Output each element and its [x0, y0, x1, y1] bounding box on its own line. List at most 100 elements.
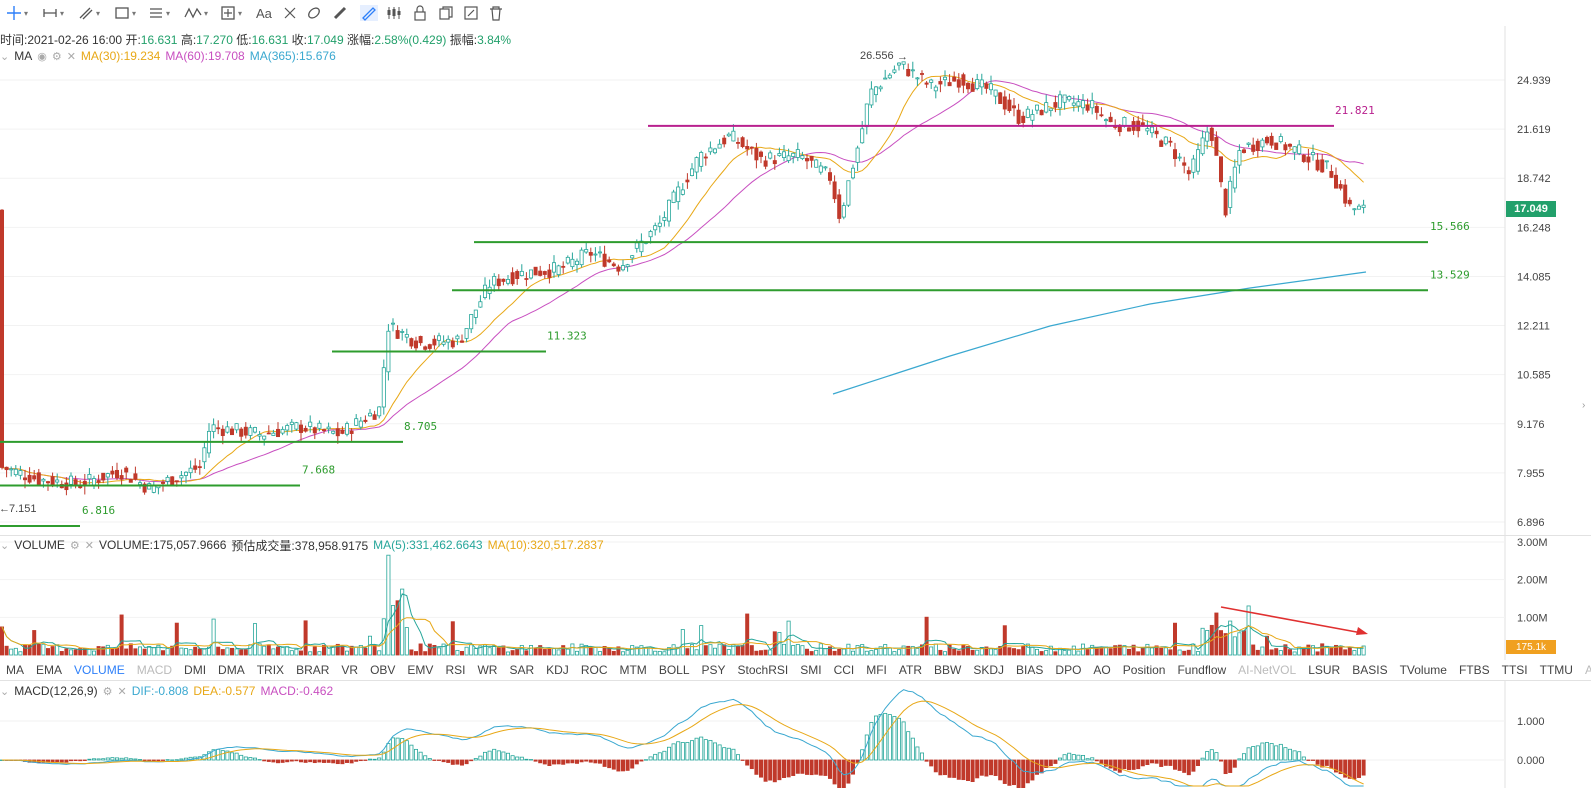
- candle-body: [1062, 94, 1067, 103]
- indicator-tab-vr[interactable]: VR: [341, 663, 359, 677]
- expand-right-icon[interactable]: ›: [1582, 400, 1586, 411]
- candle-body: [841, 205, 846, 218]
- indicator-tab-mtm[interactable]: MTM: [619, 663, 647, 677]
- collapse-chevron-icon[interactable]: ⌄: [0, 539, 10, 552]
- volume-bar: [552, 648, 557, 656]
- candle-body: [275, 428, 280, 438]
- macd-bar: [892, 716, 897, 761]
- horizontal-levels[interactable]: 21.821 15.566 13.529 11.323 8.705 7.668 6.816: [0, 104, 1470, 528]
- macd-bar: [492, 748, 497, 761]
- trend-line-tool[interactable]: ▾: [78, 3, 100, 23]
- chevron-down-icon: ▾: [24, 8, 29, 18]
- indicator-tab-ai-bsi[interactable]: AI-BSI: [1584, 663, 1591, 677]
- indicator-tab-cci[interactable]: CCI: [833, 663, 855, 677]
- indicator-tab-ema[interactable]: EMA: [36, 663, 63, 677]
- settings-icon[interactable]: ⚙: [69, 539, 80, 552]
- macd-bar: [1324, 759, 1329, 766]
- candle-body: [1274, 142, 1279, 150]
- indicator-tab-atr[interactable]: ATR: [898, 663, 923, 677]
- main-price-chart[interactable]: 21.82115.56613.52911.3238.7057.6686.816 …: [0, 26, 1591, 535]
- macd-bar: [115, 757, 120, 761]
- close-icon[interactable]: ✕: [84, 539, 94, 552]
- indicator-tab-ttmu[interactable]: TTMU: [1539, 663, 1573, 677]
- volume-legend-name: VOLUME: [14, 538, 65, 552]
- lock-tool[interactable]: [413, 3, 427, 23]
- indicator-tab-tvolume[interactable]: TVolume: [1399, 663, 1447, 677]
- indicator-tab-bbw[interactable]: BBW: [934, 663, 962, 677]
- eye-icon[interactable]: ◉: [37, 50, 47, 63]
- indicator-tab-ma[interactable]: MA: [6, 663, 24, 677]
- macd-bar: [1186, 759, 1191, 776]
- indicator-tab-mfi[interactable]: MFI: [866, 663, 887, 677]
- macd-bar: [335, 759, 340, 765]
- measure-tool[interactable]: ▾: [220, 3, 242, 23]
- crosshair-tool[interactable]: ▾: [6, 3, 28, 23]
- volume-chart[interactable]: 3.00M 2.00M 1.00M: [0, 535, 1591, 660]
- macd-bar: [823, 759, 828, 776]
- close-icon[interactable]: ✕: [66, 50, 76, 63]
- indicator-tab-fundflow[interactable]: Fundflow: [1177, 663, 1227, 677]
- indicator-tab-wr[interactable]: WR: [477, 663, 498, 677]
- candle-pattern-tool[interactable]: [386, 3, 404, 23]
- volume-bar: [432, 644, 437, 656]
- pencil-tool[interactable]: [360, 3, 378, 23]
- indicator-tab-stochrsi[interactable]: StochRSI: [737, 663, 789, 677]
- indicator-tab-lsur[interactable]: LSUR: [1308, 663, 1341, 677]
- candle-body: [1012, 105, 1017, 109]
- indicator-tab-ftbs[interactable]: FTBS: [1458, 663, 1490, 677]
- indicator-tab-volume[interactable]: VOLUME: [74, 663, 125, 677]
- ruler-tool[interactable]: [332, 3, 348, 23]
- indicator-tab-ttsi[interactable]: TTSI: [1501, 663, 1528, 677]
- indicator-tab-brar[interactable]: BRAR: [296, 663, 330, 677]
- volume-bar: [321, 644, 326, 656]
- indicator-tab-obv[interactable]: OBV: [370, 663, 396, 677]
- trend-arrow[interactable]: [1220, 606, 1363, 634]
- indicator-tab-dmi[interactable]: DMI: [184, 663, 207, 677]
- close-icon[interactable]: ✕: [117, 685, 127, 698]
- fib-tool[interactable]: [282, 3, 298, 23]
- macd-chart[interactable]: 1.000 0.000: [0, 680, 1591, 788]
- indicator-tab-macd[interactable]: MACD: [136, 663, 173, 677]
- parallel-channel-tool[interactable]: ▾: [148, 3, 170, 23]
- indicator-tab-position[interactable]: Position: [1122, 663, 1166, 677]
- indicator-tab-basis[interactable]: BASIS: [1352, 663, 1388, 677]
- indicator-tab-ai-netvol[interactable]: AI-NetVOL: [1238, 663, 1297, 677]
- macd-bar: [1053, 759, 1058, 764]
- indicator-tab-rsi[interactable]: RSI: [445, 663, 466, 677]
- macd-bar: [285, 759, 290, 763]
- indicator-tab-sar[interactable]: SAR: [509, 663, 535, 677]
- text-tool[interactable]: Aa: [256, 3, 272, 23]
- collapse-chevron-icon[interactable]: ⌄: [0, 50, 10, 63]
- indicator-tab-emv[interactable]: EMV: [407, 663, 434, 677]
- trash-tool[interactable]: [489, 3, 503, 23]
- indicator-tab-skdj[interactable]: SKDJ: [973, 663, 1005, 677]
- settings-icon[interactable]: ⚙: [51, 50, 62, 63]
- indicator-tab-trix[interactable]: TRIX: [256, 663, 285, 677]
- collapse-chevron-icon[interactable]: ⌄: [0, 685, 10, 698]
- macd-bar: [496, 750, 501, 761]
- settings-icon[interactable]: ⚙: [102, 685, 113, 698]
- indicator-tab-ao[interactable]: AO: [1093, 663, 1111, 677]
- macd-bar: [266, 759, 271, 762]
- indicator-tab-dma[interactable]: DMA: [218, 663, 245, 677]
- indicator-tab-kdj[interactable]: KDJ: [546, 663, 569, 677]
- copy-tool[interactable]: [438, 3, 454, 23]
- indicator-tab-roc[interactable]: ROC: [580, 663, 608, 677]
- indicator-tab-boll[interactable]: BOLL: [658, 663, 690, 677]
- rectangle-tool[interactable]: ▾: [114, 3, 136, 23]
- volume-bar: [427, 643, 432, 656]
- brush-tool[interactable]: [306, 3, 322, 23]
- wave-tool[interactable]: ▾: [184, 3, 208, 23]
- indicator-tab-bias[interactable]: BIAS: [1016, 663, 1044, 677]
- indicator-tab-smi[interactable]: SMI: [800, 663, 822, 677]
- volume-bar: [257, 643, 262, 656]
- volume-bar: [147, 646, 152, 656]
- macd-bar: [1228, 759, 1233, 773]
- candle-body: [464, 328, 469, 339]
- horizontal-ray-tool[interactable]: ▾: [42, 3, 64, 23]
- amplitude-value: 3.84%: [477, 33, 512, 47]
- indicator-tab-psy[interactable]: PSY: [701, 663, 726, 677]
- link-tool[interactable]: [463, 3, 479, 23]
- indicator-tab-dpo[interactable]: DPO: [1055, 663, 1082, 677]
- macd-bar: [487, 750, 492, 761]
